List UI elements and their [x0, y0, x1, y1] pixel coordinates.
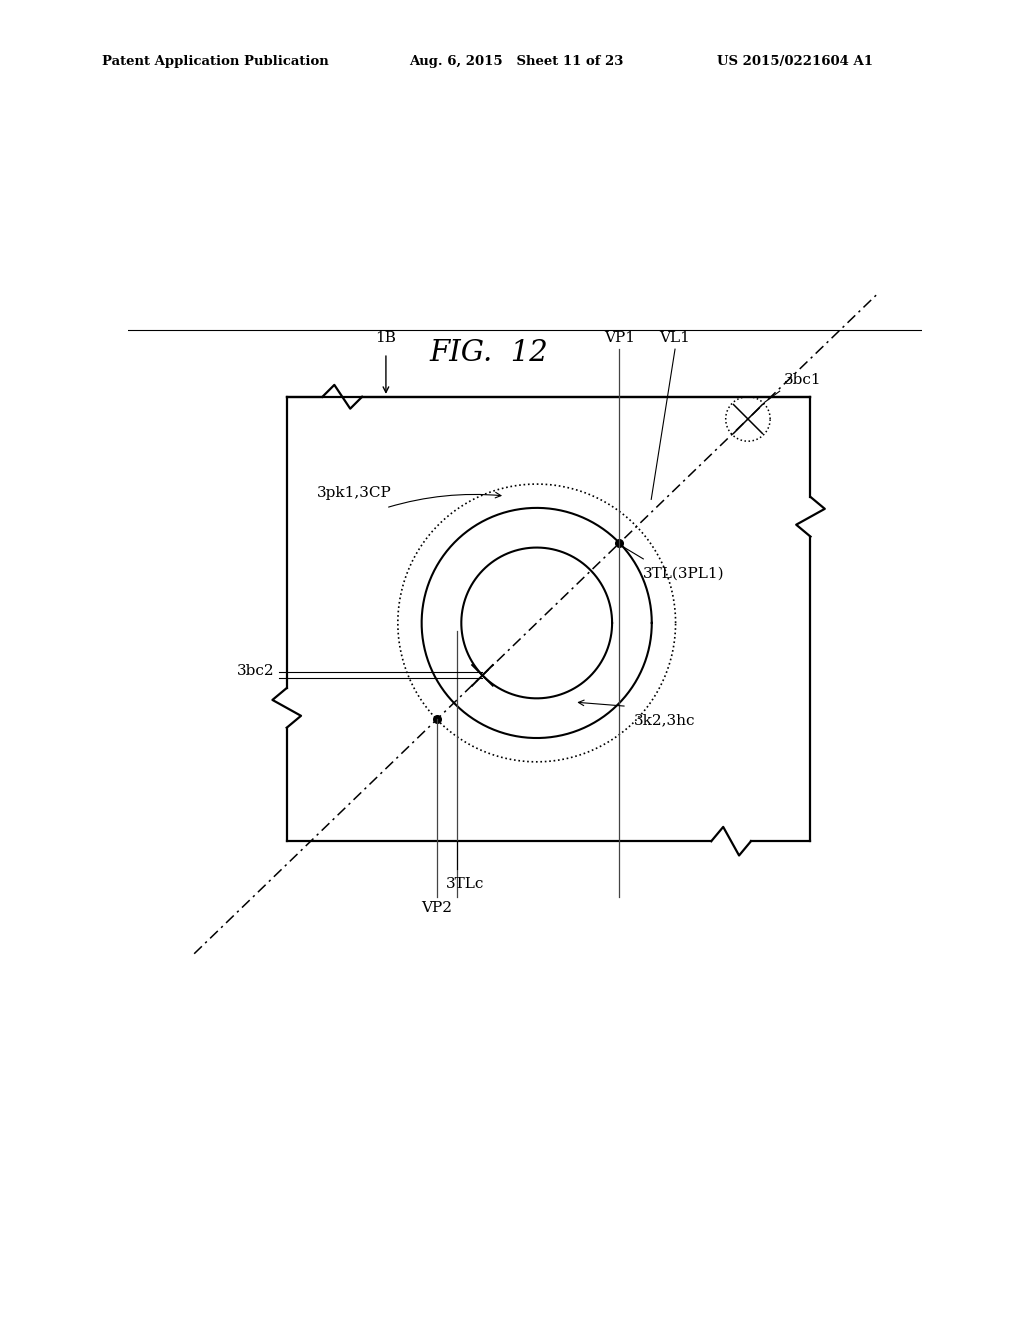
Text: Aug. 6, 2015   Sheet 11 of 23: Aug. 6, 2015 Sheet 11 of 23 [410, 55, 624, 69]
Text: VL1: VL1 [659, 331, 690, 346]
Text: 3bc1: 3bc1 [783, 374, 821, 387]
Text: 3TL(3PL1): 3TL(3PL1) [643, 566, 725, 581]
Text: FIG.  12: FIG. 12 [430, 339, 549, 367]
Text: 1B: 1B [376, 331, 396, 346]
Text: 3TLc: 3TLc [445, 876, 483, 891]
Text: 3k2,3hc: 3k2,3hc [634, 713, 695, 727]
Text: VP2: VP2 [421, 900, 453, 915]
Text: US 2015/0221604 A1: US 2015/0221604 A1 [717, 55, 872, 69]
Text: 3bc2: 3bc2 [238, 664, 274, 678]
Text: VP1: VP1 [604, 331, 635, 346]
Text: 3pk1,3CP: 3pk1,3CP [316, 486, 391, 500]
Text: Patent Application Publication: Patent Application Publication [102, 55, 329, 69]
